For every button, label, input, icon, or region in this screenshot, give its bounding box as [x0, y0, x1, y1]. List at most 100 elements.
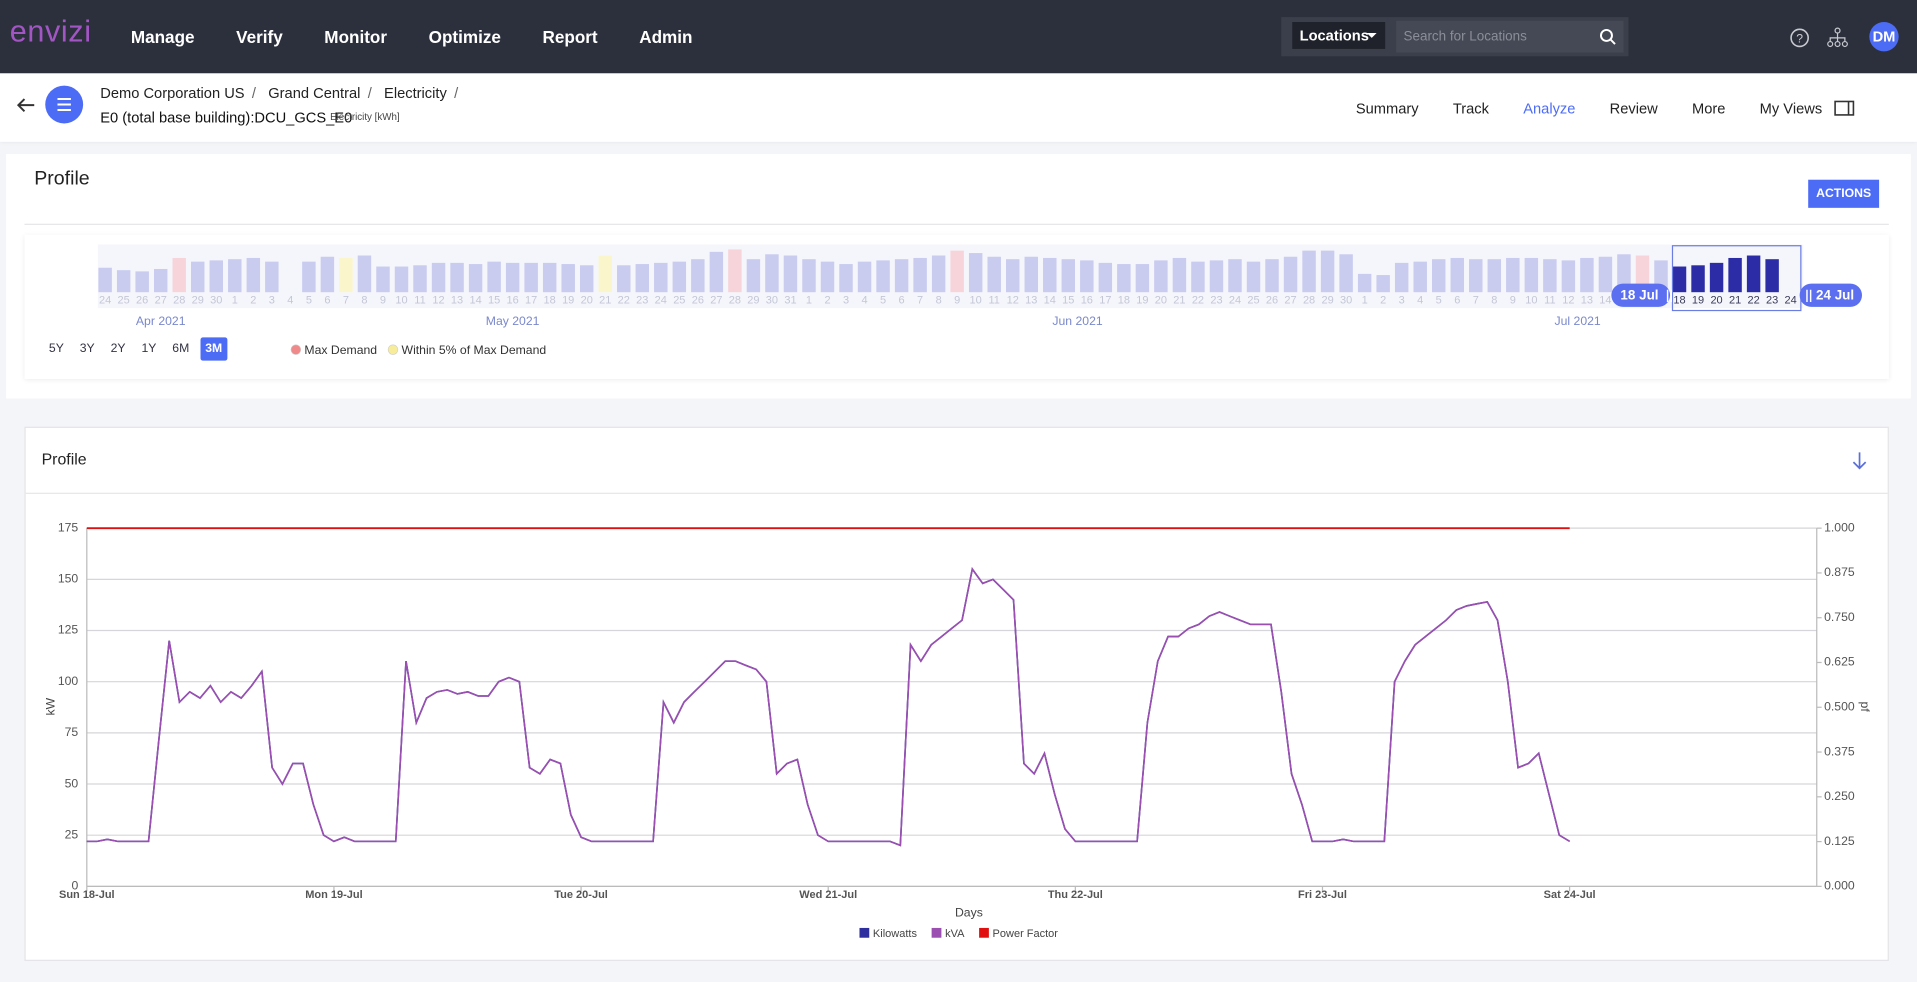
- day-bar: [802, 259, 816, 293]
- breadcrumb-item[interactable]: Grand Central: [268, 84, 361, 102]
- breadcrumb-item[interactable]: Electricity: [384, 84, 447, 102]
- locations-dropdown[interactable]: Locations: [1292, 22, 1386, 49]
- day-bar: [1302, 250, 1316, 293]
- day-bar: [357, 255, 372, 293]
- y2-axis-label: pf: [1858, 702, 1872, 713]
- day-label: 19: [562, 295, 574, 307]
- x-tick-label: Wed 21-Jul: [799, 889, 857, 901]
- tab[interactable]: Review: [1609, 100, 1658, 118]
- day-bar: [1376, 275, 1390, 293]
- back-arrow[interactable]: [15, 95, 37, 115]
- day-bar: [542, 262, 557, 293]
- day-label: 26: [692, 295, 704, 307]
- day-bar: [1043, 257, 1057, 293]
- x-tick-label: Fri 23-Jul: [1298, 889, 1347, 901]
- day-bar: [1080, 260, 1094, 293]
- breadcrumb-item[interactable]: Demo Corporation US: [100, 84, 245, 102]
- range-button[interactable]: 5Y: [48, 342, 64, 356]
- day-label: 10: [970, 295, 982, 307]
- day-label: 19: [1136, 295, 1148, 307]
- nav-item[interactable]: Report: [542, 26, 598, 47]
- day-label: 20: [1710, 295, 1722, 307]
- day-bar: [468, 264, 483, 293]
- day-label: 18: [1118, 295, 1130, 307]
- range-button[interactable]: 1Y: [141, 342, 157, 356]
- user-avatar[interactable]: DM: [1869, 22, 1899, 52]
- day-label: 23: [636, 295, 648, 307]
- download-icon[interactable]: [1851, 451, 1868, 471]
- y2-tick-label: 0.375: [1824, 744, 1855, 758]
- day-bar: [1746, 255, 1761, 293]
- day-bar: [1469, 259, 1483, 293]
- day-bar: [709, 251, 724, 293]
- day-bar: [413, 265, 427, 293]
- month-label: Apr 2021: [136, 314, 186, 328]
- nav-item[interactable]: Monitor: [324, 26, 388, 47]
- day-bar: [302, 261, 316, 293]
- legend-label: Within 5% of Max Demand: [402, 343, 547, 357]
- day-bar: [1617, 254, 1631, 293]
- range-button[interactable]: 3M: [200, 337, 228, 361]
- day-bar: [431, 262, 446, 293]
- day-label: 29: [192, 295, 204, 307]
- day-label: 2: [824, 295, 830, 307]
- menu-button[interactable]: [45, 85, 84, 124]
- nav-item[interactable]: Optimize: [428, 26, 501, 47]
- search-icon[interactable]: [1599, 28, 1616, 45]
- day-bar: [191, 261, 205, 293]
- day-label: 11: [988, 295, 999, 307]
- day-bar: [1135, 264, 1150, 293]
- day-bar: [1524, 257, 1539, 293]
- legend-label: Kilowatts: [873, 928, 918, 940]
- caret: [1366, 33, 1377, 38]
- locations-label: Locations: [1299, 26, 1369, 45]
- panel-icon[interactable]: [1834, 100, 1856, 116]
- y-tick-label: 100: [58, 674, 79, 688]
- nav-item[interactable]: Admin: [639, 26, 693, 47]
- day-label: 8: [361, 295, 367, 307]
- nav-item[interactable]: Verify: [236, 26, 283, 47]
- day-label: 22: [1192, 295, 1204, 307]
- range-button[interactable]: 6M: [172, 342, 190, 356]
- day-label: 24: [99, 295, 111, 307]
- x-tick-label: Sun 18-Jul: [59, 889, 115, 901]
- hierarchy-icon[interactable]: [1827, 27, 1849, 49]
- month-label: Jul 2021: [1555, 314, 1601, 328]
- day-bar: [672, 261, 687, 293]
- y2-tick-label: 0.875: [1824, 565, 1855, 579]
- day-label: 4: [1417, 295, 1423, 307]
- tab[interactable]: Track: [1452, 100, 1489, 118]
- day-bar: [1246, 261, 1261, 293]
- day-bar: [987, 256, 1001, 293]
- y2-tick-label: 0.500: [1824, 699, 1855, 713]
- logo[interactable]: envizi: [9, 14, 92, 49]
- day-label: 9: [1510, 295, 1516, 307]
- day-label: 9: [954, 295, 960, 307]
- day-bar: [1209, 260, 1224, 293]
- day-label: 6: [1454, 295, 1460, 307]
- day-bar: [1580, 257, 1594, 293]
- y-tick-label: 75: [65, 725, 79, 739]
- day-label: 13: [1025, 295, 1037, 307]
- tab[interactable]: Analyze: [1523, 100, 1576, 118]
- day-bar: [172, 257, 186, 293]
- help-icon[interactable]: ?: [1789, 27, 1811, 49]
- series-line: [86, 567, 1571, 847]
- nav-item[interactable]: Manage: [130, 26, 195, 47]
- day-label: 30: [766, 295, 778, 307]
- day-bar: [894, 259, 909, 293]
- y-tick-label: 0: [71, 879, 78, 893]
- day-label: 22: [618, 295, 630, 307]
- tab[interactable]: Summary: [1355, 100, 1419, 118]
- handle-grip: [1666, 289, 1673, 302]
- range-button[interactable]: 3Y: [79, 342, 95, 356]
- actions-button[interactable]: ACTIONS: [1808, 179, 1880, 208]
- range-button[interactable]: 2Y: [110, 342, 126, 356]
- day-bar: [839, 264, 853, 293]
- tab[interactable]: More: [1692, 100, 1726, 118]
- tab[interactable]: My Views: [1759, 100, 1823, 118]
- legend-swatch: [931, 927, 942, 938]
- y-tick-label: 25: [65, 827, 79, 841]
- search-input[interactable]: Search for Locations: [1396, 20, 1624, 53]
- x-tick-label: Tue 20-Jul: [554, 889, 608, 901]
